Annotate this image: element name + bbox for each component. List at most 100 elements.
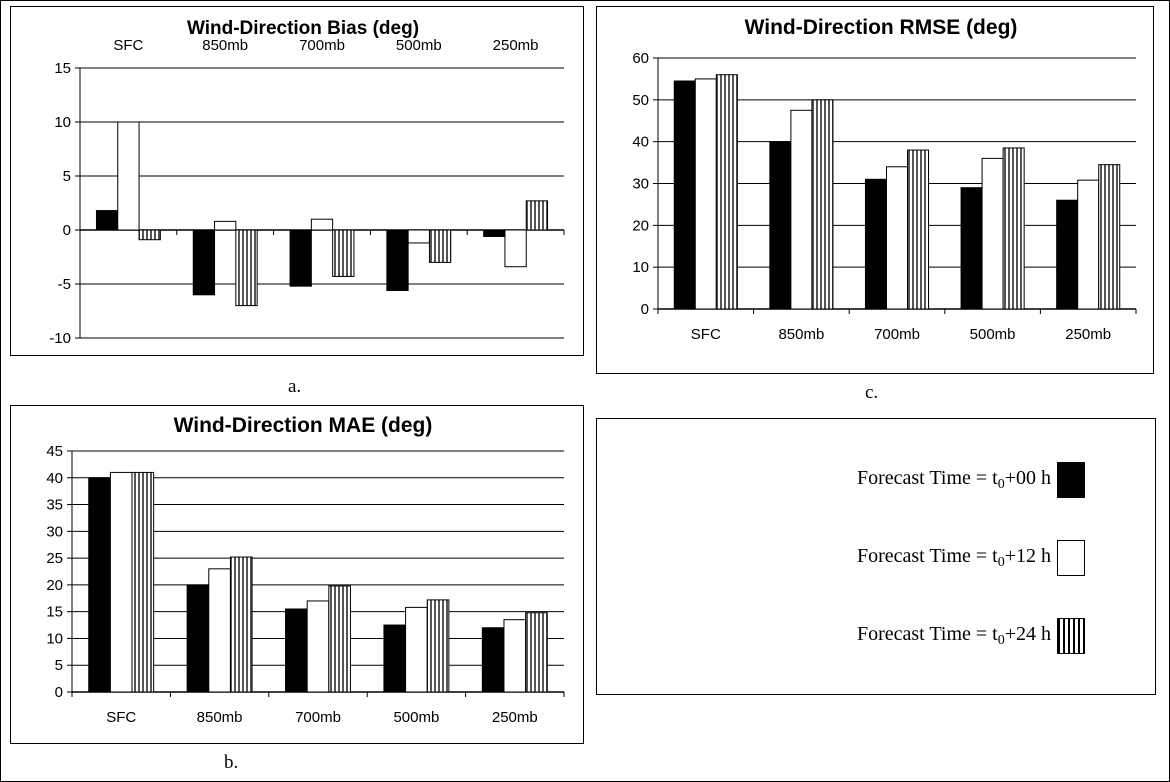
bar-850mb-series-0 (186, 584, 210, 693)
bar-250mb-series-1 (504, 229, 527, 268)
bar-500mb-series-1 (407, 229, 430, 244)
category-label: 700mb (874, 326, 920, 343)
mae-chart-panel: Wind-Direction MAE (deg) 45 40 35 30 25 20 15 10… (10, 405, 584, 744)
category-label: SFC (113, 37, 143, 54)
legend-label-12h: Forecast Time = t0+12 h (856, 545, 1051, 570)
bar-sfc-series-0 (88, 477, 111, 693)
y-tick-label: 10 (46, 630, 63, 647)
bar-250mb-series-0 (481, 627, 505, 693)
category-label: 500mb (393, 709, 439, 726)
legend-label-00h: Forecast Time = t0+00 h (856, 467, 1051, 492)
bar-sfc-series-1 (694, 78, 717, 310)
rmse-chart: Wind-Direction RMSE (deg) 60 50 40 30 20 10 0 SF… (596, 6, 1154, 374)
y-tick-label: 30 (46, 523, 63, 540)
chart-border (10, 6, 584, 356)
category-label: 500mb (396, 37, 442, 54)
bar-500mb-series-2 (428, 229, 452, 263)
y-tick-label: 20 (632, 217, 649, 234)
category-label: 850mb (202, 37, 248, 54)
legend-item-00h: Forecast Time = t0+00 h (857, 459, 1085, 501)
bias-chart: Wind-Direction Bias (deg) 15 10 5 0 -5 -10 SFC 8… (10, 6, 584, 356)
bar-250mb-series-0 (483, 229, 506, 237)
bar-sfc-series-2 (715, 74, 738, 310)
category-label: 250mb (492, 709, 538, 726)
bar-850mb-series-2 (811, 99, 834, 310)
mae-chart: Wind-Direction MAE (deg) 45 40 35 30 25 20 15 10… (10, 405, 584, 744)
y-tick-label: 30 (632, 176, 649, 193)
category-label: 250mb (493, 37, 539, 54)
y-tick-label: 50 (632, 92, 649, 109)
category-label: 500mb (970, 326, 1016, 343)
caption-c: c. (865, 382, 879, 403)
bar-500mb-series-2 (1002, 147, 1025, 310)
legend-box: Forecast Time = t0+00 h Forecast Time = … (596, 418, 1156, 695)
bar-850mb-series-2 (235, 229, 258, 307)
bar-250mb-series-2 (1098, 164, 1121, 310)
y-tick-label: 0 (63, 222, 71, 239)
bar-250mb-series-0 (1056, 199, 1079, 310)
bar-sfc-series-2 (131, 471, 155, 693)
bar-sfc-series-1 (117, 121, 140, 231)
bar-850mb-series-2 (229, 556, 253, 693)
bar-sfc-series-0 (95, 210, 119, 231)
bar-850mb-series-1 (214, 220, 237, 231)
bar-250mb-series-1 (1077, 179, 1100, 310)
bar-250mb-series-2 (525, 200, 549, 231)
bar-850mb-series-0 (769, 141, 792, 310)
legend-item-12h: Forecast Time = t0+12 h (857, 537, 1085, 579)
bar-500mb-series-0 (383, 624, 407, 693)
bar-500mb-series-1 (981, 157, 1004, 310)
bar-500mb-series-2 (426, 599, 450, 693)
legend-swatch-striped (1057, 618, 1085, 654)
bar-500mb-series-1 (405, 606, 428, 693)
bar-700mb-series-0 (285, 608, 308, 693)
category-label: 850mb (197, 709, 243, 726)
bar-700mb-series-2 (332, 229, 355, 277)
category-label: 700mb (299, 37, 345, 54)
bar-850mb-series-1 (790, 109, 813, 310)
bias-chart-panel: Wind-Direction Bias (deg) 15 10 5 0 -5 -10 SFC 8… (10, 6, 584, 356)
bar-sfc-series-1 (109, 471, 133, 693)
legend-swatch-white (1057, 540, 1085, 576)
category-label: SFC (106, 709, 136, 726)
bar-250mb-series-1 (503, 619, 527, 693)
category-label: 850mb (778, 326, 824, 343)
chart-title: Wind-Direction RMSE (deg) (745, 16, 1018, 39)
y-tick-label: 15 (54, 60, 71, 77)
y-tick-label: 60 (632, 50, 649, 67)
bar-700mb-series-1 (885, 166, 909, 310)
caption-a: a. (288, 376, 302, 397)
bar-700mb-series-1 (310, 218, 334, 231)
caption-b: b. (224, 752, 239, 773)
y-tick-label: 35 (46, 497, 63, 514)
y-tick-label: 40 (46, 470, 63, 487)
bar-850mb-series-1 (208, 568, 231, 693)
bar-250mb-series-2 (525, 612, 548, 693)
y-tick-label: 40 (632, 134, 649, 151)
bar-500mb-series-0 (960, 187, 983, 310)
category-label: SFC (691, 326, 721, 343)
y-tick-label: 5 (63, 168, 71, 185)
bar-sfc-series-0 (673, 80, 696, 310)
bar-700mb-series-0 (289, 229, 312, 287)
bar-850mb-series-0 (192, 229, 216, 296)
bar-500mb-series-0 (386, 229, 409, 291)
y-tick-label: 45 (46, 443, 63, 460)
y-tick-label: 5 (55, 657, 63, 674)
bar-sfc-series-2 (138, 229, 161, 241)
legend-swatch-black (1057, 462, 1085, 498)
legend-label-24h: Forecast Time = t0+24 h (856, 623, 1051, 648)
chart-title: Wind-Direction MAE (deg) (174, 414, 433, 437)
category-label: 700mb (295, 709, 341, 726)
chart-title: Wind-Direction Bias (deg) (187, 18, 419, 39)
y-tick-label: 10 (54, 114, 71, 131)
y-tick-label: 0 (55, 684, 63, 701)
bar-700mb-series-1 (306, 600, 330, 693)
y-tick-label: 0 (641, 301, 649, 318)
category-label: 250mb (1065, 326, 1111, 343)
y-tick-label: 15 (46, 604, 63, 621)
bar-700mb-series-2 (907, 149, 930, 310)
bar-700mb-series-0 (864, 178, 887, 310)
y-tick-label: 10 (632, 259, 649, 276)
y-tick-label: 25 (46, 550, 63, 567)
